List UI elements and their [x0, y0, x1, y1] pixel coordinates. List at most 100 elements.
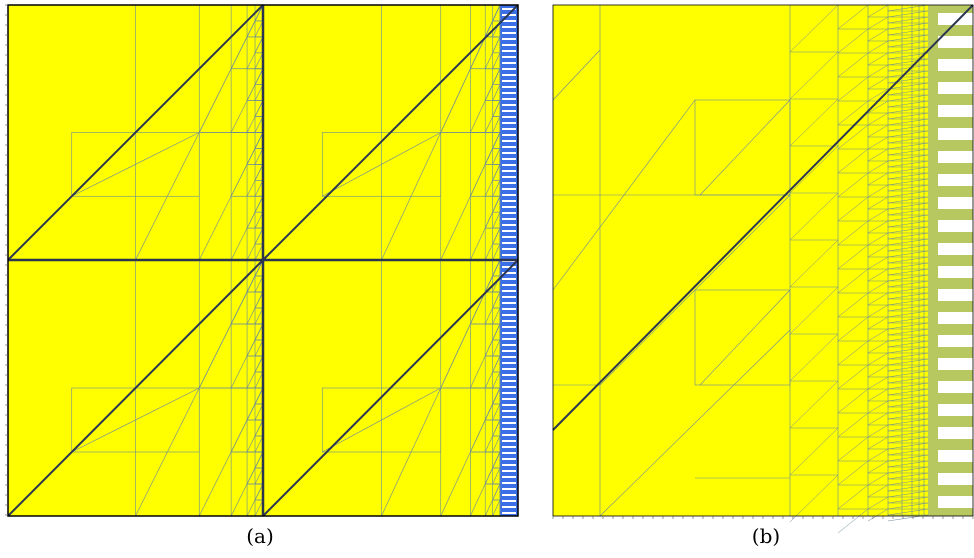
panel-b-fine-diagonal	[887, 4, 929, 12]
panel-a-stripe	[502, 26, 516, 28]
panel-b-fine-diagonal	[887, 214, 929, 222]
panel-a-stripe	[502, 482, 516, 484]
panel-b-fine-diagonal	[887, 58, 929, 66]
panel-b-fine-diagonal	[887, 256, 929, 264]
panel-a-diagonal	[492, 499, 501, 517]
panel-b-box	[694, 289, 791, 386]
panel-b-fine-diagonal	[887, 250, 929, 258]
panel-a-diagonal	[254, 148, 264, 165]
panel-b-fine-diagonal	[887, 160, 929, 168]
panel-b-notch	[938, 496, 973, 508]
panel-b-fine-diagonal	[887, 406, 929, 414]
panel-b-fine-diagonal	[887, 64, 929, 72]
panel-a-diagonal	[254, 483, 264, 501]
panel-b-fine-diagonal	[887, 328, 929, 336]
panel-b-notch	[938, 427, 973, 439]
panel-b-fine-diagonal	[887, 106, 929, 114]
panel-b-fine-diagonal	[837, 460, 869, 486]
panel-b-fine-diagonal	[867, 328, 889, 342]
panel-a-diagonal	[254, 419, 264, 437]
panel-b-fine-diagonal	[887, 460, 929, 468]
panel-a-diagonal	[254, 52, 264, 69]
panel-a-diagonal	[254, 116, 264, 133]
panel-b-fine-diagonal	[887, 148, 929, 156]
panel-b-fine-diagonal	[789, 145, 839, 194]
panel-a-stripe	[502, 182, 516, 184]
panel-b-fine-diagonal	[887, 388, 929, 396]
panel-b-fine-diagonal	[887, 508, 929, 516]
panel-a-stripe	[502, 110, 516, 112]
panel-b-fine-diagonal	[867, 364, 889, 378]
panel-b-thin-diagonal	[599, 194, 791, 386]
panel-b-fine-diagonal	[887, 286, 929, 294]
panel-b-notch	[938, 358, 973, 370]
panel-b-fine-diagonal	[867, 220, 889, 234]
panel-a-diagonal	[492, 387, 501, 405]
panel-b-fine-diagonal	[867, 124, 889, 138]
panel-b-fine-diagonal	[867, 472, 889, 486]
panel-a-stripe	[502, 404, 516, 406]
panel-a-diagonal	[254, 196, 264, 213]
panel-b-fine-diagonal	[887, 400, 929, 408]
panel-b-fine-diagonal	[867, 232, 889, 246]
panel-a-stripe	[502, 146, 516, 148]
panel-b-notch	[938, 404, 973, 416]
panel-a-stripe	[502, 416, 516, 418]
panel-b-fine-diagonal	[887, 244, 929, 252]
panel-a-stripe	[502, 458, 516, 460]
panel-b-notch	[938, 473, 973, 485]
panel-b-caption: (b)	[751, 524, 781, 548]
panel-b-fine-diagonal	[867, 256, 889, 270]
panel-a-stripe	[502, 248, 516, 250]
panel-b-fine-diagonal	[867, 172, 889, 186]
panel-a-caption: (a)	[246, 524, 274, 548]
panel-b-notch	[938, 174, 973, 186]
panel-a-stripe	[502, 338, 516, 340]
panel-b-fine-diagonal	[867, 448, 889, 462]
panel-b-fine-diagonal	[867, 304, 889, 318]
panel-b-fine-diagonal	[887, 46, 929, 54]
panel-a-diagonal	[492, 403, 501, 421]
panel-b-fine-diagonal	[837, 412, 869, 438]
panel-a-diagonal	[254, 307, 264, 325]
panel-a-diagonal	[492, 323, 501, 341]
panel-b-fine-diagonal	[887, 136, 929, 144]
panel-a-diagonal	[492, 212, 501, 229]
panel-a-stripe	[502, 302, 516, 304]
panel-a-stripe	[502, 470, 516, 472]
panel-b-fine-diagonal	[867, 40, 889, 54]
panel-a-stripe	[502, 152, 516, 154]
panel-b-fine-diagonal	[867, 160, 889, 174]
panel-a-diagonal	[254, 132, 264, 149]
panel-b-thin-diagonal	[699, 99, 791, 196]
panel-a-stripe	[502, 440, 516, 442]
panel-a-diagonal	[254, 323, 264, 341]
panel-b-fine-diagonal	[837, 484, 869, 510]
panel-a-stripe	[502, 518, 516, 520]
panel-b-notch	[938, 289, 973, 301]
panel-a-diagonal	[254, 275, 264, 293]
panel-a-thick-diagonal	[7, 4, 264, 261]
panel-b-fine-diagonal	[867, 376, 889, 390]
panel-b-notch	[938, 243, 973, 255]
panel-a-stripe	[502, 428, 516, 430]
panel-a-stripe	[502, 224, 516, 226]
panel-b-fine-diagonal	[837, 196, 869, 222]
panel-b-fine-diagonal	[789, 4, 839, 53]
panel-a-stripe	[502, 44, 516, 46]
panel-b-fine-diagonal	[867, 88, 889, 102]
panel-b-fine-diagonal	[887, 16, 929, 24]
panel-b-fine-diagonal	[837, 268, 869, 294]
panel-a-stripe	[502, 74, 516, 76]
panel-b-fine-diagonal	[887, 76, 929, 84]
panel-a-diagonal	[492, 196, 501, 213]
panel-b-fine-diagonal	[887, 226, 929, 234]
panel-a-diagonal	[254, 371, 264, 389]
panel-b-fine-diagonal	[789, 380, 839, 429]
panel-b-fine-diagonal	[837, 292, 869, 318]
panel-b-thin-diagonal	[552, 49, 601, 101]
panel-b-fine-diagonal	[887, 166, 929, 174]
panel-b-fine-diagonal	[867, 244, 889, 258]
panel-b-fine-diagonal	[867, 268, 889, 282]
panel-b-fine-diagonal	[887, 316, 929, 324]
